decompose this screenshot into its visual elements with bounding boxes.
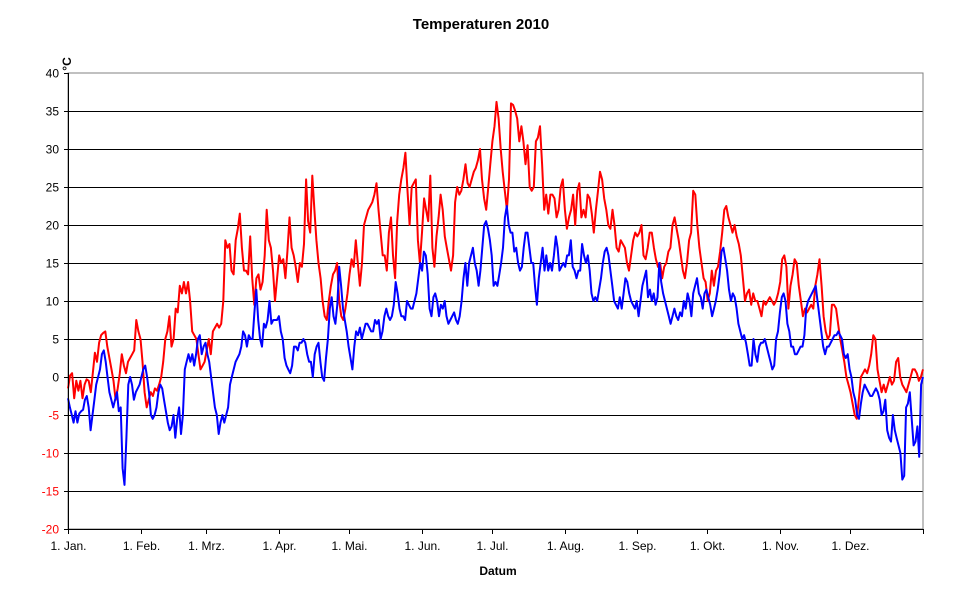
y-tick-label: -5 — [48, 409, 59, 423]
y-tick-label: -20 — [42, 523, 60, 537]
chart-title: Temperaturen 2010 — [413, 16, 549, 33]
x-tick-label: 1. Okt. — [690, 539, 725, 553]
y-tick-label: 35 — [46, 105, 60, 119]
x-tick-label: 1. Aug. — [547, 539, 584, 553]
y-tick-label: 40 — [46, 67, 60, 81]
gridlines — [68, 111, 923, 530]
y-tick-label: -15 — [42, 485, 60, 499]
x-tick-label: 1. Jul. — [476, 539, 508, 553]
x-tick-label: 1. Sep. — [618, 539, 656, 553]
x-tick-label: 1. Mrz. — [188, 539, 225, 553]
y-tick-label: 20 — [46, 219, 60, 233]
series-line-max — [67, 100, 924, 420]
x-axis-ticks: 1. Jan. 1. Feb. 1. Mrz. 1. Apr. 1. Mai. 1. Ju… — [50, 529, 924, 553]
y-tick-label: 0 — [52, 371, 59, 385]
y-tick-label: 10 — [46, 295, 60, 309]
x-tick-label: 1. Jun. — [404, 539, 440, 553]
y-axis-ticks: 40 35 30 25 20 15 10 5 0 -5 -10 -15 -20 — [42, 67, 68, 537]
x-tick-label: 1. Jan. — [50, 539, 86, 553]
y-axis-label: °C — [60, 57, 74, 71]
y-tick-label: 25 — [46, 181, 60, 195]
x-tick-label: 1. Mai. — [331, 539, 367, 553]
series-group — [67, 100, 924, 486]
x-tick-label: 1. Feb. — [123, 539, 160, 553]
y-tick-label: 30 — [46, 143, 60, 157]
x-tick-label: 1. Dez. — [831, 539, 869, 553]
x-tick-label: 1. Apr. — [262, 539, 296, 553]
y-tick-label: 5 — [52, 333, 59, 347]
y-tick-label: -10 — [42, 447, 60, 461]
series-line-min — [67, 205, 924, 486]
x-axis-label: Datum — [479, 564, 516, 578]
x-tick-label: 1. Nov. — [762, 539, 799, 553]
y-tick-label: 15 — [46, 257, 60, 271]
